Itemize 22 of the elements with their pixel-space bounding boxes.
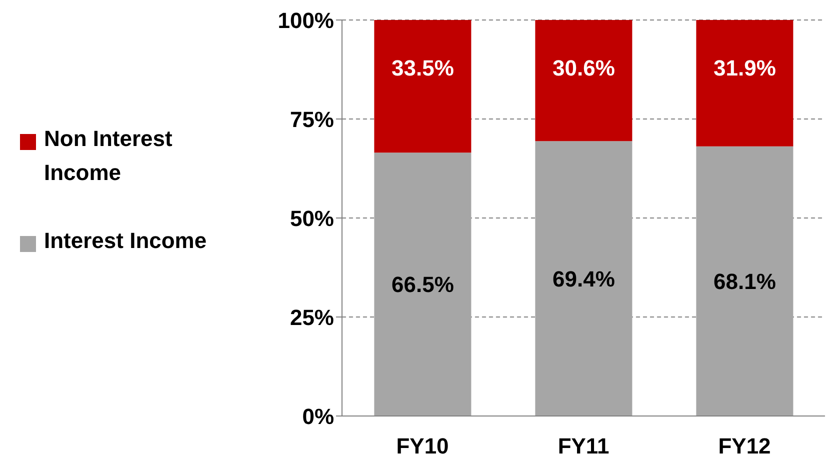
x-tick-label: FY10 xyxy=(396,434,449,459)
x-tick-label: FY12 xyxy=(718,434,771,459)
y-tick-label: 0% xyxy=(302,404,334,429)
data-label: 31.9% xyxy=(714,56,776,81)
y-tick-label: 100% xyxy=(278,8,334,33)
y-tick-label: 25% xyxy=(290,304,334,330)
bar xyxy=(535,141,632,416)
bar xyxy=(696,146,794,416)
legend-label: Non Interest Income xyxy=(44,125,174,187)
data-label: 33.5% xyxy=(392,56,454,81)
bar xyxy=(374,20,472,153)
data-label: 69.4% xyxy=(552,266,615,292)
data-label: 66.5% xyxy=(392,272,454,298)
legend-label: Interest Income xyxy=(44,227,208,255)
bar xyxy=(535,20,632,142)
bar xyxy=(374,152,472,416)
y-tick-label: 75% xyxy=(290,106,334,132)
bar xyxy=(696,20,794,146)
data-label: 30.6% xyxy=(552,56,615,81)
y-tick-label: 50% xyxy=(290,206,334,231)
data-label: 68.1% xyxy=(714,268,776,294)
x-tick-label: FY11 xyxy=(558,434,610,459)
